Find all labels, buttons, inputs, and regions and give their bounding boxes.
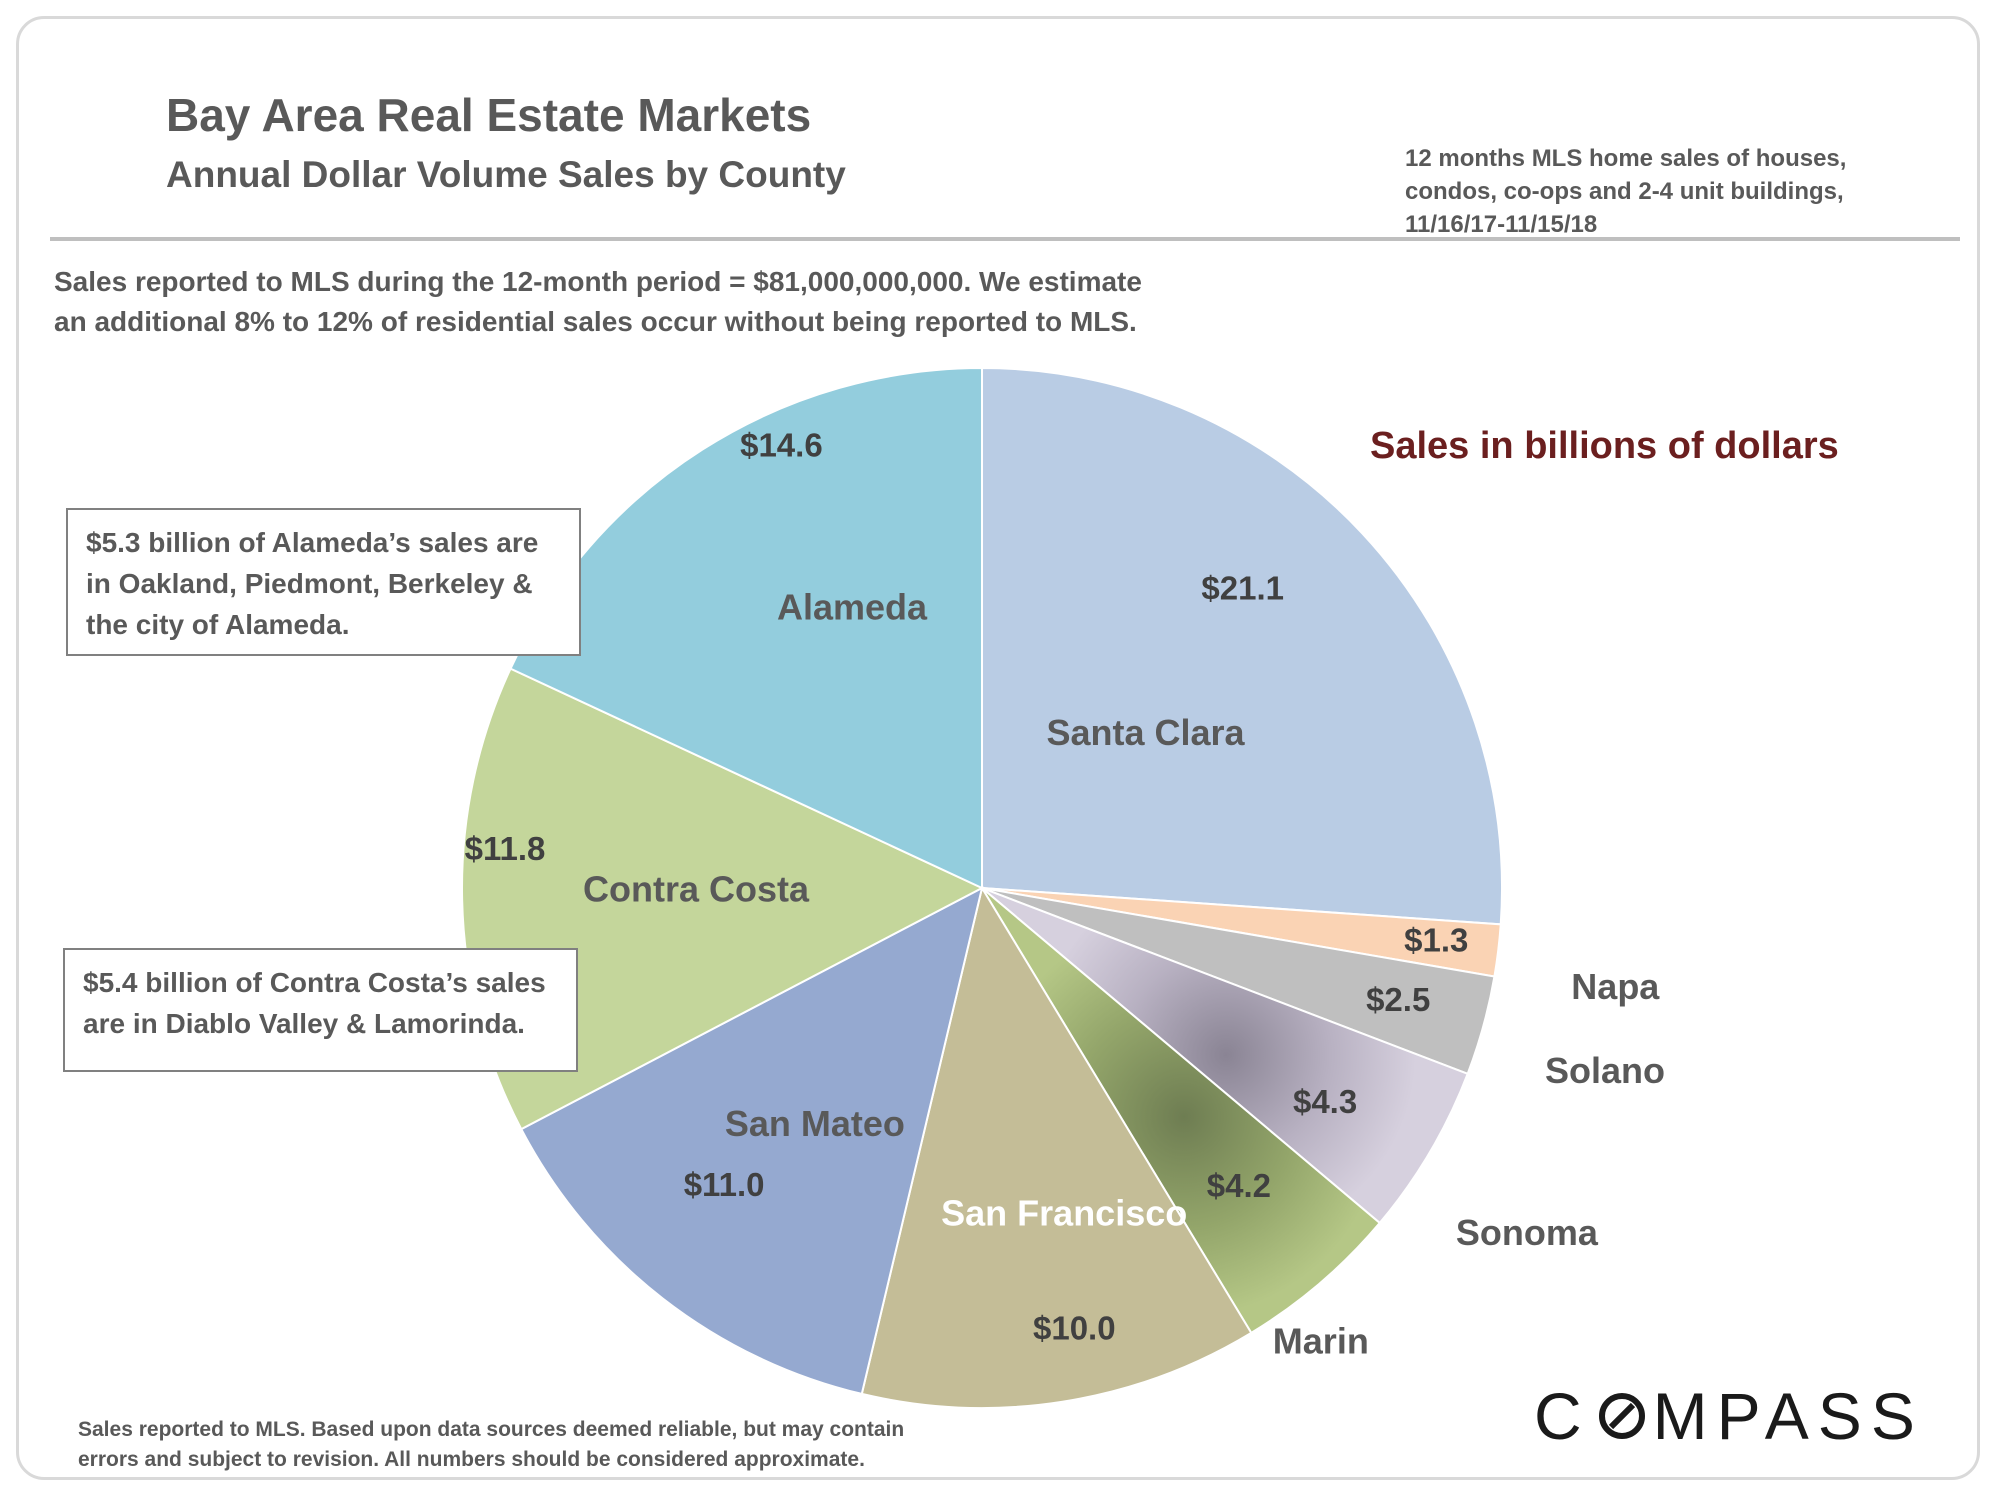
footer-line: Sales reported to MLS. Based upon data s… bbox=[78, 1418, 905, 1441]
slice-name-alameda: Alameda bbox=[777, 587, 928, 628]
slice-name-san-francisco: San Francisco bbox=[941, 1192, 1187, 1233]
note-line: are in Diablo Valley & Lamorinda. bbox=[83, 1008, 525, 1039]
pie-slice-sonoma bbox=[981, 887, 1469, 1225]
intro-line: an additional 8% to 12% of residential s… bbox=[54, 306, 1137, 337]
chart-frame bbox=[16, 16, 1980, 1480]
pie-slice-san-francisco bbox=[860, 885, 1253, 1409]
value-label-contra-costa: $11.8 bbox=[465, 830, 546, 867]
chart-title: Bay Area Real Estate Markets bbox=[166, 89, 812, 141]
value-label-solano: $2.5 bbox=[1366, 981, 1430, 1018]
slice-name-san-mateo: San Mateo bbox=[725, 1103, 905, 1144]
footer-disclaimer: Sales reported to MLS. Based upon data s… bbox=[78, 1415, 904, 1475]
value-label-marin: $4.2 bbox=[1207, 1167, 1271, 1204]
chart-subtitle: Annual Dollar Volume Sales by County bbox=[166, 154, 846, 195]
pie-slice-contra-costa bbox=[461, 667, 985, 1131]
value-label-sonoma: $4.3 bbox=[1293, 1083, 1357, 1120]
source-line: 12 months MLS home sales of houses, bbox=[1405, 145, 1847, 172]
slice-name-contra-costa: Contra Costa bbox=[583, 868, 810, 909]
note-line: $5.3 billion of Alameda’s sales are bbox=[86, 527, 539, 558]
pie-slice-san-mateo bbox=[519, 886, 984, 1396]
note-line: $5.4 billion of Contra Costa’s sales bbox=[83, 967, 546, 998]
alameda-note-box: $5.3 billion of Alameda’s sales are in O… bbox=[66, 508, 581, 656]
value-label-san-francisco: $10.0 bbox=[1033, 1310, 1116, 1347]
pie-slice-santa-clara bbox=[981, 366, 1504, 926]
source-line: 11/16/17-11/15/18 bbox=[1405, 211, 1598, 238]
intro-line: Sales reported to MLS during the 12-mont… bbox=[54, 266, 1142, 297]
intro-text: Sales reported to MLS during the 12-mont… bbox=[54, 262, 1354, 342]
value-label-san-mateo: $11.0 bbox=[684, 1166, 765, 1203]
value-label-alameda: $14.6 bbox=[740, 427, 823, 464]
slice-name-solano: Solano bbox=[1545, 1050, 1665, 1091]
contra-costa-note-box: $5.4 billion of Contra Costa’s sales are… bbox=[63, 948, 578, 1072]
units-label: Sales in billions of dollars bbox=[1370, 425, 1839, 467]
note-line: the city of Alameda. bbox=[86, 609, 350, 640]
source-note: 12 months MLS home sales of houses, cond… bbox=[1405, 142, 1925, 241]
slice-name-sonoma: Sonoma bbox=[1456, 1212, 1599, 1253]
source-line: condos, co-ops and 2-4 unit buildings, bbox=[1405, 178, 1844, 205]
compass-o-icon bbox=[1598, 1393, 1645, 1439]
footer-line: errors and subject to revision. All numb… bbox=[78, 1448, 865, 1471]
slice-name-santa-clara: Santa Clara bbox=[1046, 712, 1245, 753]
logo-text-start: C bbox=[1534, 1379, 1591, 1453]
slice-name-napa: Napa bbox=[1571, 966, 1660, 1007]
logo-text-end: MPASS bbox=[1652, 1379, 1924, 1453]
note-line: in Oakland, Piedmont, Berkeley & bbox=[86, 568, 533, 599]
value-label-napa: $1.3 bbox=[1404, 922, 1468, 959]
header-divider bbox=[50, 237, 1960, 241]
pie-slice-marin bbox=[981, 887, 1382, 1335]
slice-name-marin: Marin bbox=[1273, 1321, 1369, 1362]
value-label-santa-clara: $21.1 bbox=[1201, 570, 1284, 607]
compass-logo: C MPASS bbox=[1534, 1378, 1924, 1454]
